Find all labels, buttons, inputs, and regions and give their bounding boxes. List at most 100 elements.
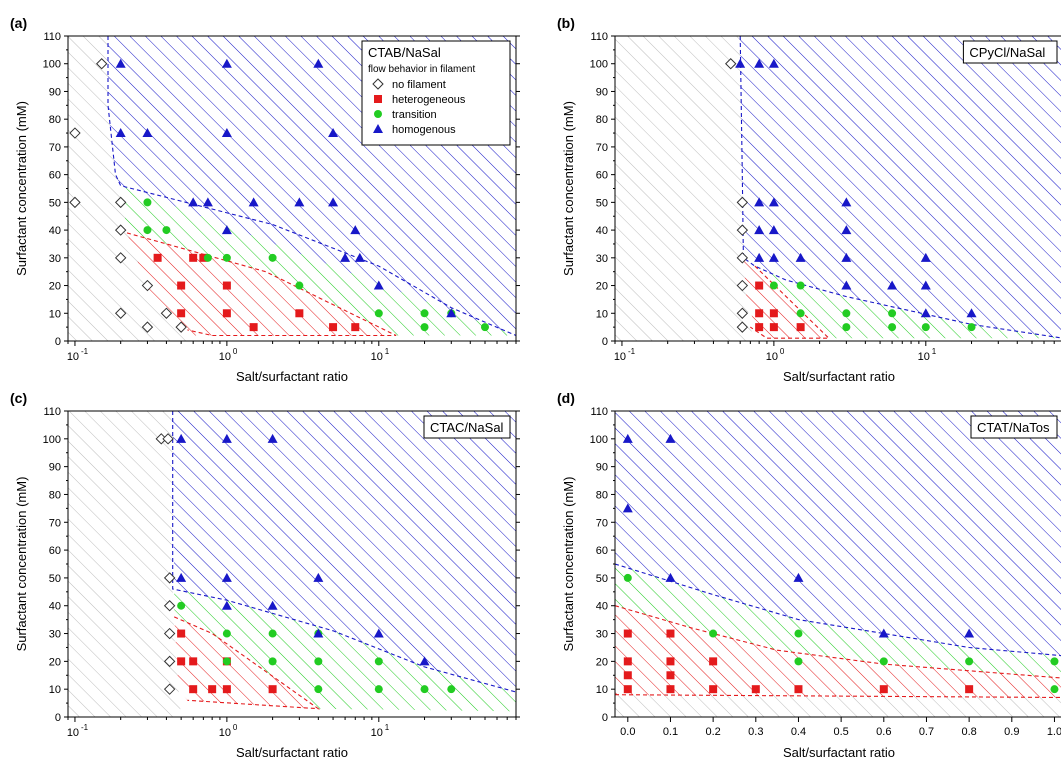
panel-label: (d) (557, 390, 575, 406)
data-point-heterogeneous (623, 685, 632, 694)
data-point-transition (480, 323, 489, 332)
data-point-homogeneous (665, 433, 676, 443)
region-homogeneous (740, 36, 1061, 338)
data-point-no-filament (163, 683, 176, 695)
x-tick-label: 10 (67, 727, 79, 739)
data-point-homogeneous (887, 280, 898, 290)
y-axis-label: Surfactant concentration (mM) (14, 477, 29, 652)
data-point-heterogeneous (222, 281, 231, 290)
data-point-homogeneous (795, 252, 806, 262)
y-tick-label: 30 (596, 253, 608, 265)
data-point-no-filament (163, 627, 176, 640)
data-point-homogeneous (350, 225, 361, 235)
phase-regions (615, 36, 1061, 341)
data-point-transition (623, 573, 632, 582)
data-point-heterogeneous (755, 323, 764, 332)
boundary-heterogeneous (126, 232, 397, 337)
y-tick-label: 100 (43, 434, 61, 446)
data-point-heterogeneous (879, 685, 888, 694)
data-point-homogeneous (768, 252, 779, 262)
x-tick-exponent: 1 (385, 347, 390, 356)
data-point-homogeneous (202, 197, 213, 207)
region-homogeneous (172, 411, 516, 692)
data-point-homogeneous (267, 433, 278, 443)
y-tick-label: 40 (49, 601, 61, 613)
y-tick-label: 70 (596, 142, 608, 154)
phase-boundaries (172, 411, 516, 710)
region-transition (754, 266, 1061, 339)
data-point-homogeneous (328, 128, 339, 138)
y-tick-label: 20 (49, 656, 61, 668)
data-point-homogeneous (754, 58, 765, 68)
y-tick-label: 110 (43, 406, 61, 418)
y-tick-label: 0 (55, 712, 61, 724)
data-point-transition (374, 657, 383, 666)
data-point-transition (314, 685, 323, 694)
data-point-heterogeneous (189, 253, 198, 262)
data-point-homogeneous (248, 197, 259, 207)
data-point-homogeneous (735, 58, 746, 68)
data-point-homogeneous (768, 58, 779, 68)
y-tick-label: 20 (49, 281, 61, 293)
data-point-no-filament (162, 433, 174, 445)
data-point-transition (374, 685, 383, 694)
boundary-heterogeneous (749, 265, 831, 339)
data-point-heterogeneous (177, 309, 186, 318)
boundary-homogeneous (739, 36, 1061, 339)
region-transition (120, 185, 516, 336)
data-point-homogeneous (920, 308, 931, 318)
data-point-transition (967, 323, 976, 332)
data-markers (69, 58, 489, 333)
data-markers (725, 58, 977, 333)
x-tick-exponent: -1 (81, 347, 89, 356)
data-point-heterogeneous (177, 281, 186, 290)
data-point-transition (709, 629, 718, 638)
data-point-heterogeneous (222, 309, 231, 318)
y-tick-label: 40 (49, 225, 61, 237)
y-tick-label: 50 (49, 197, 61, 209)
data-point-homogeneous (754, 197, 765, 207)
data-point-homogeneous (841, 197, 852, 207)
data-point-transition (222, 253, 231, 262)
data-point-homogeneous (964, 628, 975, 638)
panel-label: (b) (557, 15, 575, 31)
legend-title: flow behavior in filament (368, 64, 475, 75)
y-tick-label: 30 (49, 629, 61, 641)
data-point-homogeneous (221, 128, 232, 138)
data-point-heterogeneous (153, 253, 162, 262)
x-tick-label: 10 (219, 351, 231, 363)
y-tick-label: 80 (49, 489, 61, 501)
data-point-heterogeneous (751, 685, 760, 694)
data-point-homogeneous (793, 572, 804, 582)
data-point-transition (203, 253, 212, 262)
x-tick-label: 0.9 (1004, 726, 1019, 738)
phase-boundaries (615, 563, 1061, 699)
chart-panel-4: 0 10 20 30 40 50 60 70 80 90 100 110 0.0 0.1 0.2 0.3 0.4… (557, 390, 1061, 760)
legend-entry: heterogeneous (392, 94, 466, 106)
data-point-transition (314, 657, 323, 666)
data-point-transition (143, 226, 152, 235)
x-tick-label: 0.3 (748, 726, 763, 738)
data-point-heterogeneous (295, 309, 304, 318)
y-tick-label: 80 (49, 114, 61, 126)
data-point-homogeneous (920, 252, 931, 262)
data-point-homogeneous (176, 572, 187, 582)
data-point-heterogeneous (794, 685, 803, 694)
region-no-filament (615, 694, 1061, 717)
y-tick-label: 100 (43, 59, 61, 71)
x-tick-label: 10 (67, 351, 79, 363)
y-tick-label: 90 (49, 86, 61, 98)
y-tick-label: 10 (49, 308, 61, 320)
x-tick-label: 0.7 (919, 726, 934, 738)
data-point-no-filament (736, 279, 749, 292)
x-tick-exponent: -1 (81, 723, 89, 732)
title-box (970, 415, 1058, 439)
data-point-no-filament (114, 224, 127, 236)
boundary-homogeneous (172, 411, 516, 693)
boundary-heterogeneous (173, 616, 321, 710)
x-tick-label: 1.0 (1047, 726, 1061, 738)
region-no-filament (68, 36, 199, 341)
data-point-heterogeneous (623, 629, 632, 638)
